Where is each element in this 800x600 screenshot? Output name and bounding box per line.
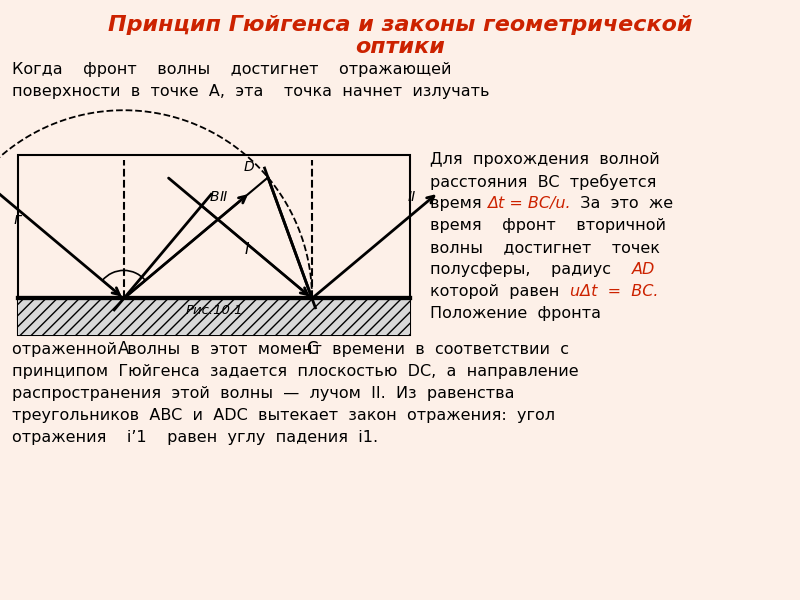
Text: расстояния  BC  требуется: расстояния BC требуется <box>430 174 656 190</box>
Text: II: II <box>219 190 227 204</box>
Text: отражения    i’1    равен  углу  падения  i1.: отражения i’1 равен углу падения i1. <box>12 430 378 445</box>
Text: Рис.10.1: Рис.10.1 <box>186 304 242 317</box>
Text: отраженной  волны  в  этот  момент  времени  в  соответствии  с: отраженной волны в этот момент времени в… <box>12 342 569 357</box>
Text: треугольников  ABC  и  ADC  вытекает  закон  отражения:  угол: треугольников ABC и ADC вытекает закон о… <box>12 408 555 423</box>
Text: II: II <box>407 190 415 204</box>
Text: полусферы,    радиус: полусферы, радиус <box>430 262 631 277</box>
Text: AD: AD <box>631 262 655 277</box>
Text: A: A <box>118 340 130 358</box>
Text: Для  прохождения  волной: Для прохождения волной <box>430 152 660 167</box>
Text: время    фронт    вторичной: время фронт вторичной <box>430 218 666 233</box>
Text: C: C <box>306 340 318 358</box>
Text: За  это  же: За это же <box>570 196 674 211</box>
Text: uΔt  =  BC.: uΔt = BC. <box>570 284 658 299</box>
Text: волны    достигнет    точек: волны достигнет точек <box>430 240 660 255</box>
Text: Δt = BC/u.: Δt = BC/u. <box>486 196 570 211</box>
Text: B: B <box>210 190 219 204</box>
Text: поверхности  в  точке  А,  эта    точка  начнет  излучать: поверхности в точке А, эта точка начнет … <box>12 84 490 99</box>
Text: принципом  Гюйгенса  задается  плоскостью  DC,  а  направление: принципом Гюйгенса задается плоскостью D… <box>12 364 578 379</box>
Text: D: D <box>243 160 254 175</box>
Bar <box>18 155 410 335</box>
Text: Принцип Гюйгенса и законы геометрической: Принцип Гюйгенса и законы геометрической <box>108 15 692 35</box>
Text: время: время <box>430 196 486 211</box>
Text: оптики: оптики <box>355 37 445 57</box>
Text: г: г <box>14 212 22 227</box>
Text: распространения  этой  волны  —  лучом  II.  Из  равенства: распространения этой волны — лучом II. И… <box>12 386 514 401</box>
Text: I: I <box>244 242 249 257</box>
Text: которой  равен: которой равен <box>430 284 570 299</box>
Text: Когда    фронт    волны    достигнет    отражающей: Когда фронт волны достигнет отражающей <box>12 62 451 77</box>
Text: Положение  фронта: Положение фронта <box>430 306 601 321</box>
Bar <box>18 298 410 335</box>
